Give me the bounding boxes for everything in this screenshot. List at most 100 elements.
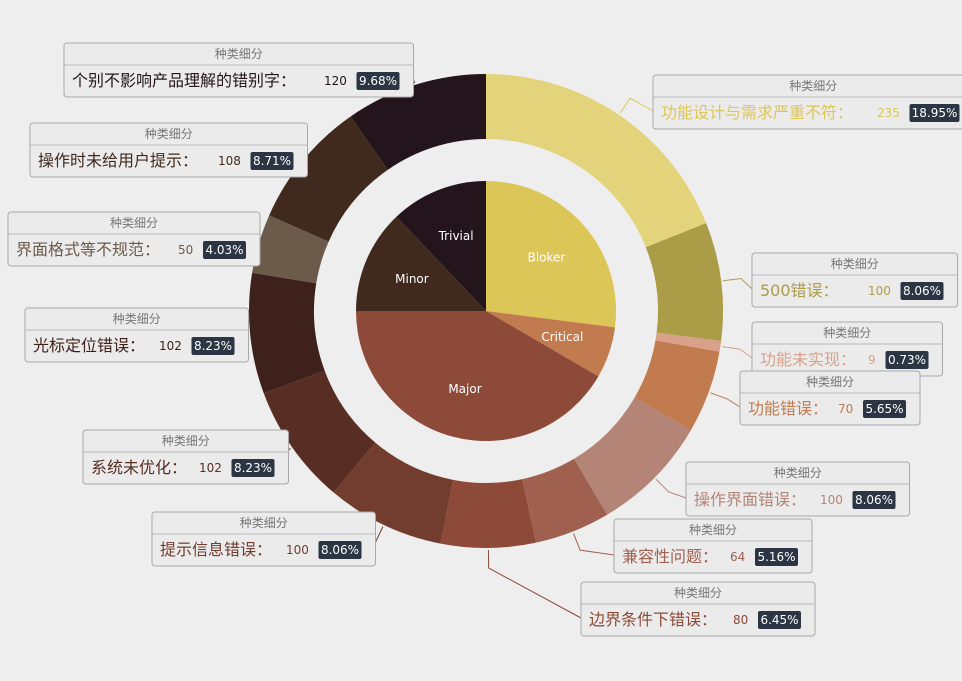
percent-text: 6.45% (760, 613, 798, 627)
callout-title: 种类细分 (674, 586, 722, 600)
callout-title: 种类细分 (113, 312, 161, 326)
percent-badge (191, 337, 235, 355)
callout-title: 种类细分 (162, 434, 210, 448)
callout-value: 9 (868, 353, 876, 367)
outer-slice[interactable] (440, 479, 537, 548)
percent-text: 8.23% (194, 339, 232, 353)
leader-line (723, 278, 753, 290)
percent-text: 4.03% (205, 243, 243, 257)
callout-value: 100 (286, 543, 309, 557)
percent-badge (885, 351, 929, 369)
callout-value: 64 (730, 550, 745, 564)
callout-value: 80 (733, 613, 748, 627)
inner-slice-bloker[interactable] (486, 181, 616, 328)
percent-text: 8.23% (234, 461, 272, 475)
callout-value: 108 (218, 154, 241, 168)
callout-name: 功能设计与需求严重不符： (661, 103, 853, 122)
outer-slice[interactable] (645, 223, 723, 341)
outer-slice[interactable] (252, 215, 329, 284)
callout-name: 兼容性问题： (622, 547, 718, 566)
callout-name: 功能错误： (748, 399, 828, 418)
callout-value: 102 (159, 339, 182, 353)
callout-box (652, 74, 962, 130)
percent-badge (231, 459, 275, 477)
outer-slice[interactable] (333, 442, 454, 544)
percent-badge (758, 611, 801, 629)
callout-title: 种类细分 (831, 257, 879, 271)
callout-box (63, 42, 414, 98)
callout-label[interactable]: 种类细分 500错误： 100 8.06% (751, 252, 958, 308)
callout-title: 种类细分 (215, 47, 263, 61)
percent-text: 9.68% (359, 74, 397, 88)
percent-badge (755, 548, 798, 566)
inner-labels: Bloker Critical Major Minor Trivial (395, 229, 583, 396)
callout-title: 种类细分 (823, 326, 871, 340)
callout-name: 个别不影响产品理解的错别字： (72, 71, 296, 90)
inner-slice-major[interactable] (356, 311, 599, 442)
callout-value: 120 (324, 74, 347, 88)
outer-slice[interactable] (248, 272, 325, 394)
callout-title: 种类细分 (145, 127, 193, 141)
callout-value: 235 (877, 106, 900, 120)
outer-slice[interactable] (486, 74, 707, 248)
outer-slice[interactable] (263, 370, 376, 493)
outer-slice[interactable] (574, 397, 691, 515)
outer-slice[interactable] (634, 340, 720, 431)
leader-line (722, 346, 753, 359)
percent-badge (900, 282, 944, 300)
inner-label-trivial: Trivial (438, 229, 474, 243)
callout-value: 50 (178, 243, 193, 257)
outer-slice[interactable] (522, 458, 608, 543)
callout-name: 500错误： (760, 281, 839, 300)
percent-text: 8.06% (855, 493, 893, 507)
outer-slice[interactable] (350, 74, 486, 170)
inner-slice-trivial[interactable] (396, 181, 486, 311)
outer-slice[interactable] (269, 116, 388, 242)
callout-title: 种类细分 (240, 516, 288, 530)
inner-slice-critical[interactable] (486, 311, 615, 377)
callout-name: 操作界面错误： (694, 490, 806, 509)
inner-label-minor: Minor (395, 272, 429, 286)
callout-value: 70 (838, 402, 853, 416)
callout-box (580, 581, 816, 637)
callout-name: 操作时未给用户提示： (38, 151, 198, 170)
percent-badge (852, 491, 896, 509)
inner-label-bloker: Bloker (528, 251, 566, 265)
callout-name: 功能未实现： (760, 350, 856, 369)
callout-name: 界面格式等不规范： (16, 240, 160, 259)
percent-text: 5.16% (757, 550, 795, 564)
percent-badge (250, 152, 294, 170)
percent-text: 18.95% (912, 106, 958, 120)
percent-badge (318, 541, 362, 559)
percent-badge (863, 400, 906, 418)
callout-value: 100 (820, 493, 843, 507)
callout-title: 种类细分 (110, 216, 158, 230)
callout-title: 种类细分 (789, 79, 837, 93)
leader-line (487, 549, 582, 619)
leader-line (619, 97, 654, 114)
callout-title: 种类细分 (806, 375, 854, 389)
callout-title: 种类细分 (774, 466, 822, 480)
leader-line (655, 478, 687, 499)
percent-badge (909, 104, 960, 122)
percent-text: 0.73% (888, 353, 926, 367)
inner-slice-minor[interactable] (356, 216, 486, 311)
percent-badge (356, 72, 400, 90)
inner-label-critical: Critical (541, 330, 583, 344)
outer-slice[interactable] (655, 332, 722, 352)
percent-text: 8.71% (253, 154, 291, 168)
callout-name: 提示信息错误： (160, 540, 272, 559)
